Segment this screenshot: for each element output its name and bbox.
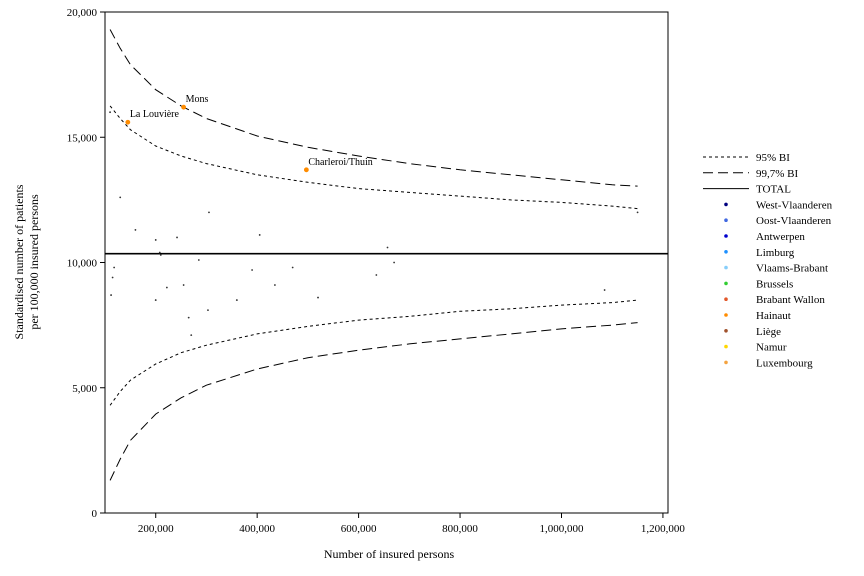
legend-marker: [724, 297, 728, 302]
data-point: [134, 229, 137, 231]
legend-marker: [724, 234, 728, 238]
data-point: [182, 284, 185, 286]
data-point: [110, 294, 112, 296]
legend-entry-label: Antwerpen: [756, 231, 805, 243]
data-point: [176, 236, 178, 239]
x-tick-label: 400,000: [239, 523, 275, 535]
legend-entry-label: TOTAL: [756, 184, 791, 196]
data-point: [303, 167, 309, 173]
axis-layer: 200,000 400,000 600,000 800,000 1,000,000 1,2…: [67, 7, 686, 535]
legend-entry-label: Oost-Vlaanderen: [756, 215, 832, 227]
y-tick-label: 5,000: [72, 383, 97, 395]
data-point: [165, 286, 168, 289]
legend-marker: [724, 218, 728, 222]
point-label: Charleroi/Thuin: [308, 157, 372, 168]
y-tick-label: 0: [92, 508, 98, 520]
legend-marker: [724, 344, 728, 349]
legend-entry-label: Liège: [756, 326, 781, 338]
x-tick-label: 1,200,000: [641, 523, 686, 535]
plot-layer: La Louvière Mons Charleroi/Thuin: [105, 29, 668, 481]
legend-entry-label: West-Vlaanderen: [756, 199, 833, 211]
x-tick-label: 600,000: [341, 523, 377, 535]
data-point: [159, 254, 162, 256]
legend: 95% BI 99,7% BI TOTAL West-Vlaanderen Oost-V…: [703, 152, 833, 369]
data-point: [291, 266, 294, 269]
data-point: [154, 299, 157, 301]
y-tick-label: 20,000: [67, 7, 98, 19]
data-point: [208, 211, 210, 214]
lower-997-bound-line: [109, 322, 638, 481]
data-point: [317, 296, 319, 299]
legend-entry-label: Brabant Wallon: [756, 294, 825, 306]
data-point: [235, 299, 238, 301]
lower-95-bound-line: [109, 299, 638, 406]
data-point: [251, 269, 253, 271]
data-point: [603, 289, 606, 291]
x-tick-label: 200,000: [138, 523, 174, 535]
y-axis-title-line-2: per 100,000 insured persons: [27, 194, 41, 330]
data-point: [393, 261, 396, 264]
data-point: [181, 104, 187, 110]
legend-marker: [724, 360, 728, 365]
data-point: [258, 234, 261, 236]
data-point: [113, 266, 116, 269]
data-point: [125, 119, 131, 125]
y-axis-title-line-1: Standardised number of patients: [12, 184, 26, 339]
legend-marker: [724, 281, 728, 286]
data-point: [207, 309, 209, 311]
data-point: [274, 284, 276, 286]
data-point: [109, 111, 111, 114]
legend-marker: [724, 202, 728, 207]
y-tick-label: 15,000: [67, 132, 98, 144]
data-point: [158, 251, 161, 254]
legend-entry-label: Limburg: [756, 247, 795, 259]
x-tick-label: 1,000,000: [539, 523, 584, 535]
legend-entry-label: 99,7% BI: [756, 168, 799, 180]
data-point: [375, 274, 378, 276]
data-point: [386, 246, 389, 249]
x-tick-label: 800,000: [442, 523, 478, 535]
data-point: [197, 259, 200, 261]
point-label: La Louvière: [130, 109, 180, 120]
legend-marker: [724, 250, 728, 254]
y-tick-label: 10,000: [67, 258, 98, 270]
legend-entry-label: Brussels: [756, 278, 793, 290]
legend-entry-label: Hainaut: [756, 310, 791, 322]
legend-entry-label: 95% BI: [756, 152, 790, 164]
x-axis-title: Number of insured persons: [324, 547, 455, 561]
data-point: [190, 334, 193, 337]
upper-95-bound-line: [109, 105, 638, 210]
data-point: [636, 211, 639, 214]
data-point: [187, 316, 190, 319]
legend-entry-label: Vlaams-Brabant: [756, 263, 828, 275]
legend-marker: [724, 329, 728, 333]
upper-997-bound-line: [109, 29, 638, 187]
legend-marker: [724, 313, 728, 317]
plot-frame: [104, 11, 669, 514]
legend-entry-label: Luxembourg: [756, 357, 813, 369]
data-point: [154, 239, 157, 241]
legend-marker: [724, 265, 728, 270]
data-point: [111, 276, 114, 279]
point-label: Mons: [186, 94, 209, 105]
data-point: [119, 196, 122, 199]
legend-entry-label: Namur: [756, 342, 787, 354]
